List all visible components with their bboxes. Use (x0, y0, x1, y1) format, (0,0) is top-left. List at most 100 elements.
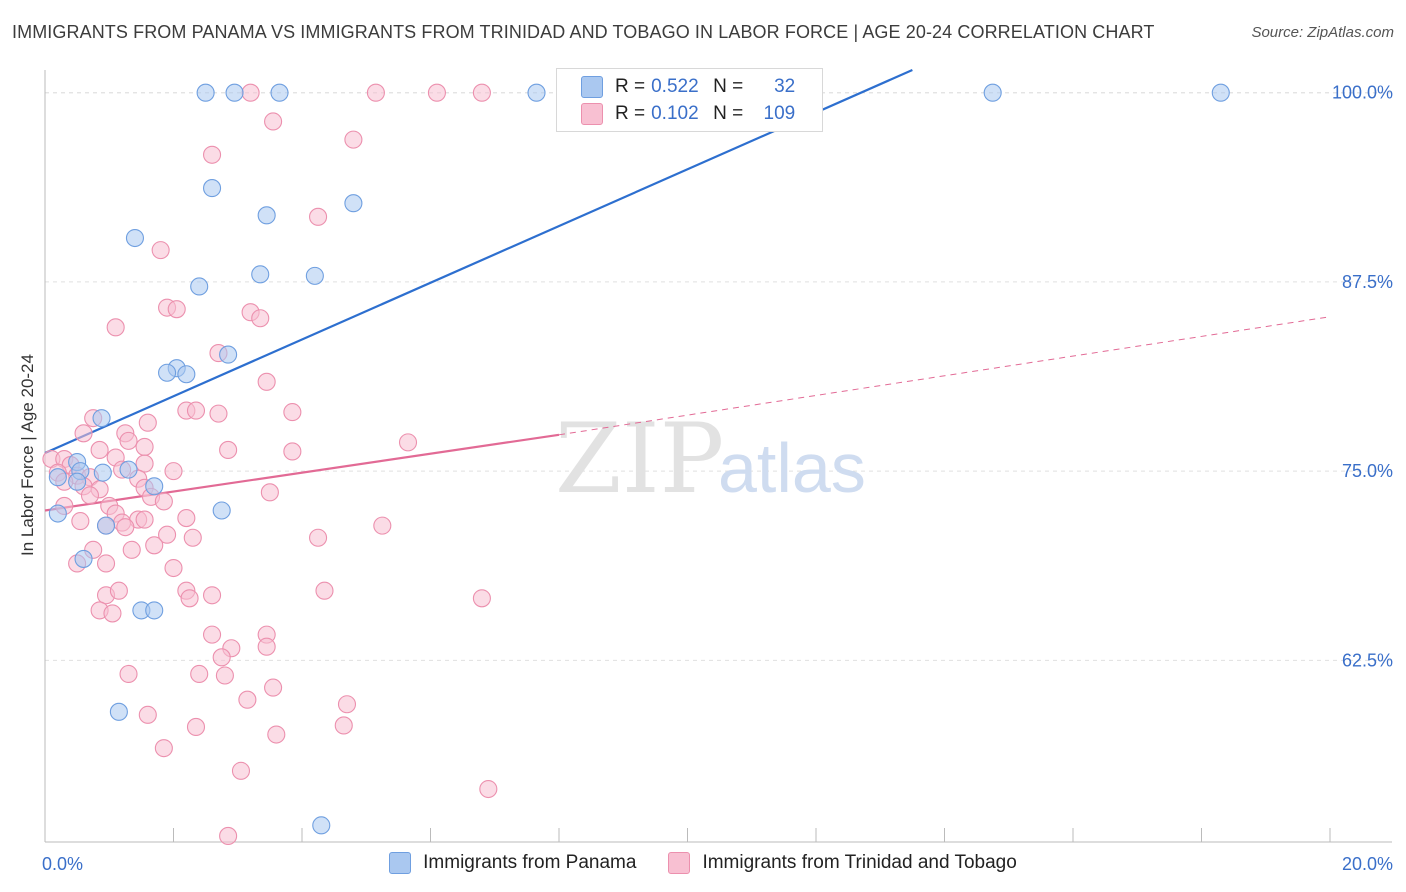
data-point-panama (96, 516, 116, 535)
data-point-panama (68, 472, 87, 491)
data-point-trinidad (315, 581, 334, 600)
y-tick-label: 62.5% (1342, 650, 1393, 670)
data-point-trinidad (309, 528, 328, 547)
data-point-panama (145, 477, 164, 496)
data-point-trinidad (138, 413, 157, 432)
legend-n-value-trinidad: 109 (763, 103, 796, 124)
data-point-panama (119, 460, 138, 479)
legend-swatch-panama (581, 76, 603, 98)
data-point-panama (177, 365, 196, 384)
legend-label-panama: Immigrants from Panama (423, 852, 637, 873)
data-point-trinidad (151, 241, 170, 260)
legend-item-panama[interactable]: Immigrants from Panama (389, 852, 636, 874)
data-point-trinidad (122, 540, 141, 559)
chart-title: IMMIGRANTS FROM PANAMA VS IMMIGRANTS FRO… (12, 22, 1155, 42)
data-point-trinidad (96, 554, 116, 573)
trend-lines (44, 68, 1331, 512)
data-point-panama (312, 816, 331, 835)
data-point-trinidad (180, 589, 199, 608)
data-point-panama (270, 83, 289, 102)
data-point-panama (203, 179, 222, 198)
data-point-trinidad (183, 528, 202, 547)
data-point-trinidad (373, 516, 392, 535)
watermark-atlas: atlas (718, 429, 866, 507)
data-point-panama (158, 363, 177, 382)
data-point-trinidad (164, 558, 183, 578)
data-point-trinidad (366, 83, 385, 102)
trend-line-panama (44, 68, 913, 454)
data-point-trinidad (215, 666, 234, 685)
data-point-trinidad (212, 648, 231, 667)
data-point-panama (196, 83, 215, 102)
data-point-trinidad (80, 486, 100, 505)
data-point-trinidad (186, 401, 206, 420)
data-point-panama (344, 194, 363, 213)
legend-n-label: N = (713, 76, 744, 97)
data-point-trinidad (260, 483, 279, 502)
data-point-panama (109, 702, 128, 721)
correlation-legend: R = 0.522 N = 32 R = 0.102 N = 109 (556, 68, 823, 132)
data-point-trinidad (158, 525, 177, 544)
data-point-panama (225, 83, 244, 102)
data-point-trinidad (334, 716, 353, 735)
data-point-trinidad (309, 207, 328, 226)
watermark: ZIP atlas (555, 403, 866, 515)
legend-row-trinidad: R = 0.102 N = 109 (581, 102, 795, 126)
legend-item-trinidad[interactable]: Immigrants from Trinidad and Tobago (668, 852, 1017, 874)
legend-r-value-panama: 0.522 (651, 76, 699, 97)
trend-line-trinidad-extension (558, 316, 1331, 436)
data-point-trinidad (109, 581, 128, 600)
data-point-trinidad (154, 739, 173, 758)
data-point-trinidad (164, 462, 183, 481)
data-point-trinidad (154, 492, 173, 511)
data-point-trinidad (74, 424, 93, 443)
data-point-trinidad (103, 604, 122, 623)
data-point-panama (983, 83, 1002, 102)
data-point-trinidad (116, 518, 135, 537)
data-point-trinidad (135, 437, 154, 456)
data-point-trinidad (71, 512, 90, 531)
data-point-trinidad (219, 826, 238, 845)
y-tick-label: 100.0% (1332, 83, 1393, 103)
series-trinidad-points (42, 83, 498, 845)
data-point-panama (251, 265, 270, 284)
data-point-trinidad (167, 300, 186, 319)
data-point-trinidad (231, 761, 251, 780)
data-point-panama (305, 266, 324, 285)
data-point-trinidad (119, 431, 138, 450)
y-tick-label: 87.5% (1342, 272, 1393, 292)
data-point-trinidad (472, 589, 491, 608)
data-point-trinidad (257, 372, 276, 391)
legend-r-value-trinidad: 0.102 (651, 103, 699, 124)
data-point-panama (257, 206, 276, 225)
x-tick-label: 0.0% (42, 854, 83, 874)
data-point-trinidad (190, 664, 209, 684)
source-label: Source: ZipAtlas.com (1251, 24, 1394, 41)
data-point-panama (219, 345, 238, 364)
data-point-trinidad (219, 440, 238, 459)
data-point-trinidad (238, 690, 257, 709)
grid-lines (45, 92, 1392, 661)
legend-n-value-panama: 32 (774, 76, 796, 97)
legend-row-panama: R = 0.522 N = 32 (581, 75, 795, 99)
data-point-trinidad (337, 695, 357, 714)
series-panama-points (48, 83, 1230, 835)
data-point-trinidad (283, 403, 302, 422)
data-point-trinidad (135, 454, 154, 473)
data-point-panama (145, 601, 164, 620)
data-point-panama (93, 463, 112, 482)
data-point-trinidad (264, 678, 283, 697)
data-point-trinidad (90, 440, 109, 459)
watermark-zip: ZIP (555, 403, 724, 515)
legend-r-label: R = (615, 103, 646, 124)
data-point-trinidad (398, 433, 418, 452)
data-point-panama (92, 409, 111, 428)
data-point-trinidad (344, 130, 363, 149)
data-point-trinidad (251, 309, 270, 328)
data-point-trinidad (427, 83, 446, 102)
data-point-trinidad (203, 145, 222, 164)
data-point-panama (212, 501, 231, 520)
legend-swatch-trinidad (668, 852, 691, 874)
data-point-panama (527, 83, 546, 102)
